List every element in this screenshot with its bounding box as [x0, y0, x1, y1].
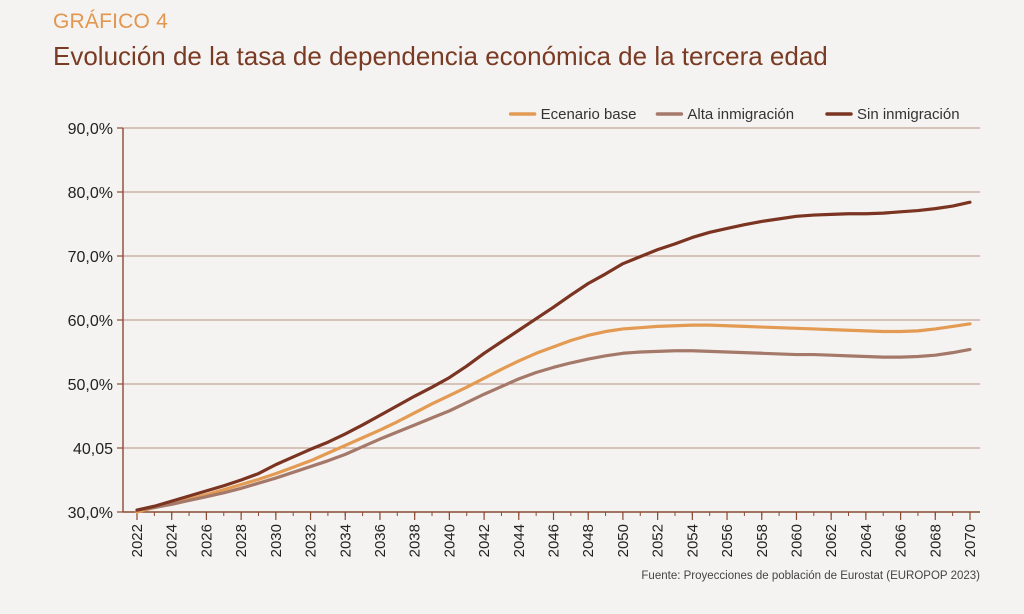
- y-axis-ticks: 30,0% 40,05 50,0% 60,0% 70,0% 80,0% 90,0%: [68, 121, 123, 522]
- series-line-1: [135, 322, 972, 514]
- x-tick-label: 2046: [546, 524, 563, 557]
- y-tick-label: 80,0%: [68, 185, 113, 202]
- y-tick-label: 90,0%: [68, 121, 113, 138]
- y-tick-label: 60,0%: [68, 313, 113, 330]
- x-tick-label: 2038: [407, 524, 424, 557]
- legend-label-3: Sin inmigración: [857, 106, 960, 123]
- x-tick-label: 2054: [684, 524, 701, 557]
- x-tick-label: 2068: [927, 524, 944, 557]
- x-tick-label: 2030: [268, 524, 285, 557]
- x-tick-label: 2050: [615, 524, 632, 557]
- x-tick-label: 2052: [650, 524, 667, 557]
- x-tick-label: 2022: [129, 524, 146, 557]
- x-tick-label: 2062: [823, 524, 840, 557]
- legend-label-2: Alta inmigración: [687, 106, 794, 123]
- x-tick-label: 2042: [476, 524, 493, 557]
- x-tick-label: 2056: [719, 524, 736, 557]
- x-tick-label: 2028: [233, 524, 250, 557]
- x-tick-label: 2066: [893, 524, 910, 557]
- figure-label: GRÁFICO 4: [53, 10, 168, 33]
- legend-label-1: Ecenario base: [541, 106, 637, 123]
- series-lines: [135, 200, 972, 514]
- x-tick-label: 2058: [754, 524, 771, 557]
- x-tick-label: 2048: [580, 524, 597, 557]
- y-tick-label: 30,0%: [68, 505, 113, 522]
- source-note: Fuente: Proyecciones de población de Eur…: [641, 570, 980, 582]
- y-tick-label: 50,0%: [68, 377, 113, 394]
- y-tick-label: 40,05: [73, 441, 113, 458]
- legend: Ecenario base Alta inmigración Sin inmigra…: [508, 106, 960, 123]
- grid-lines: [123, 127, 980, 449]
- series-line-3: [135, 200, 972, 512]
- x-tick-label: 2060: [788, 524, 805, 557]
- x-axis-ticks: 2022 2024 2026 2028 2030 2032 2034 2036 2038 2040…: [129, 512, 979, 557]
- series-line-2: [135, 347, 972, 512]
- x-tick-label: 2026: [198, 524, 215, 557]
- x-tick-label: 2024: [164, 524, 181, 557]
- x-tick-label: 2032: [303, 524, 320, 557]
- x-tick-label: 2036: [372, 524, 389, 557]
- x-tick-label: 2070: [962, 524, 979, 557]
- x-tick-label: 2034: [337, 524, 354, 557]
- y-tick-label: 70,0%: [68, 249, 113, 266]
- x-tick-label: 2044: [511, 524, 528, 557]
- chart-title: Evolución de la tasa de dependencia econ…: [53, 41, 828, 71]
- x-tick-label: 2040: [441, 524, 458, 557]
- x-tick-label: 2064: [858, 524, 875, 557]
